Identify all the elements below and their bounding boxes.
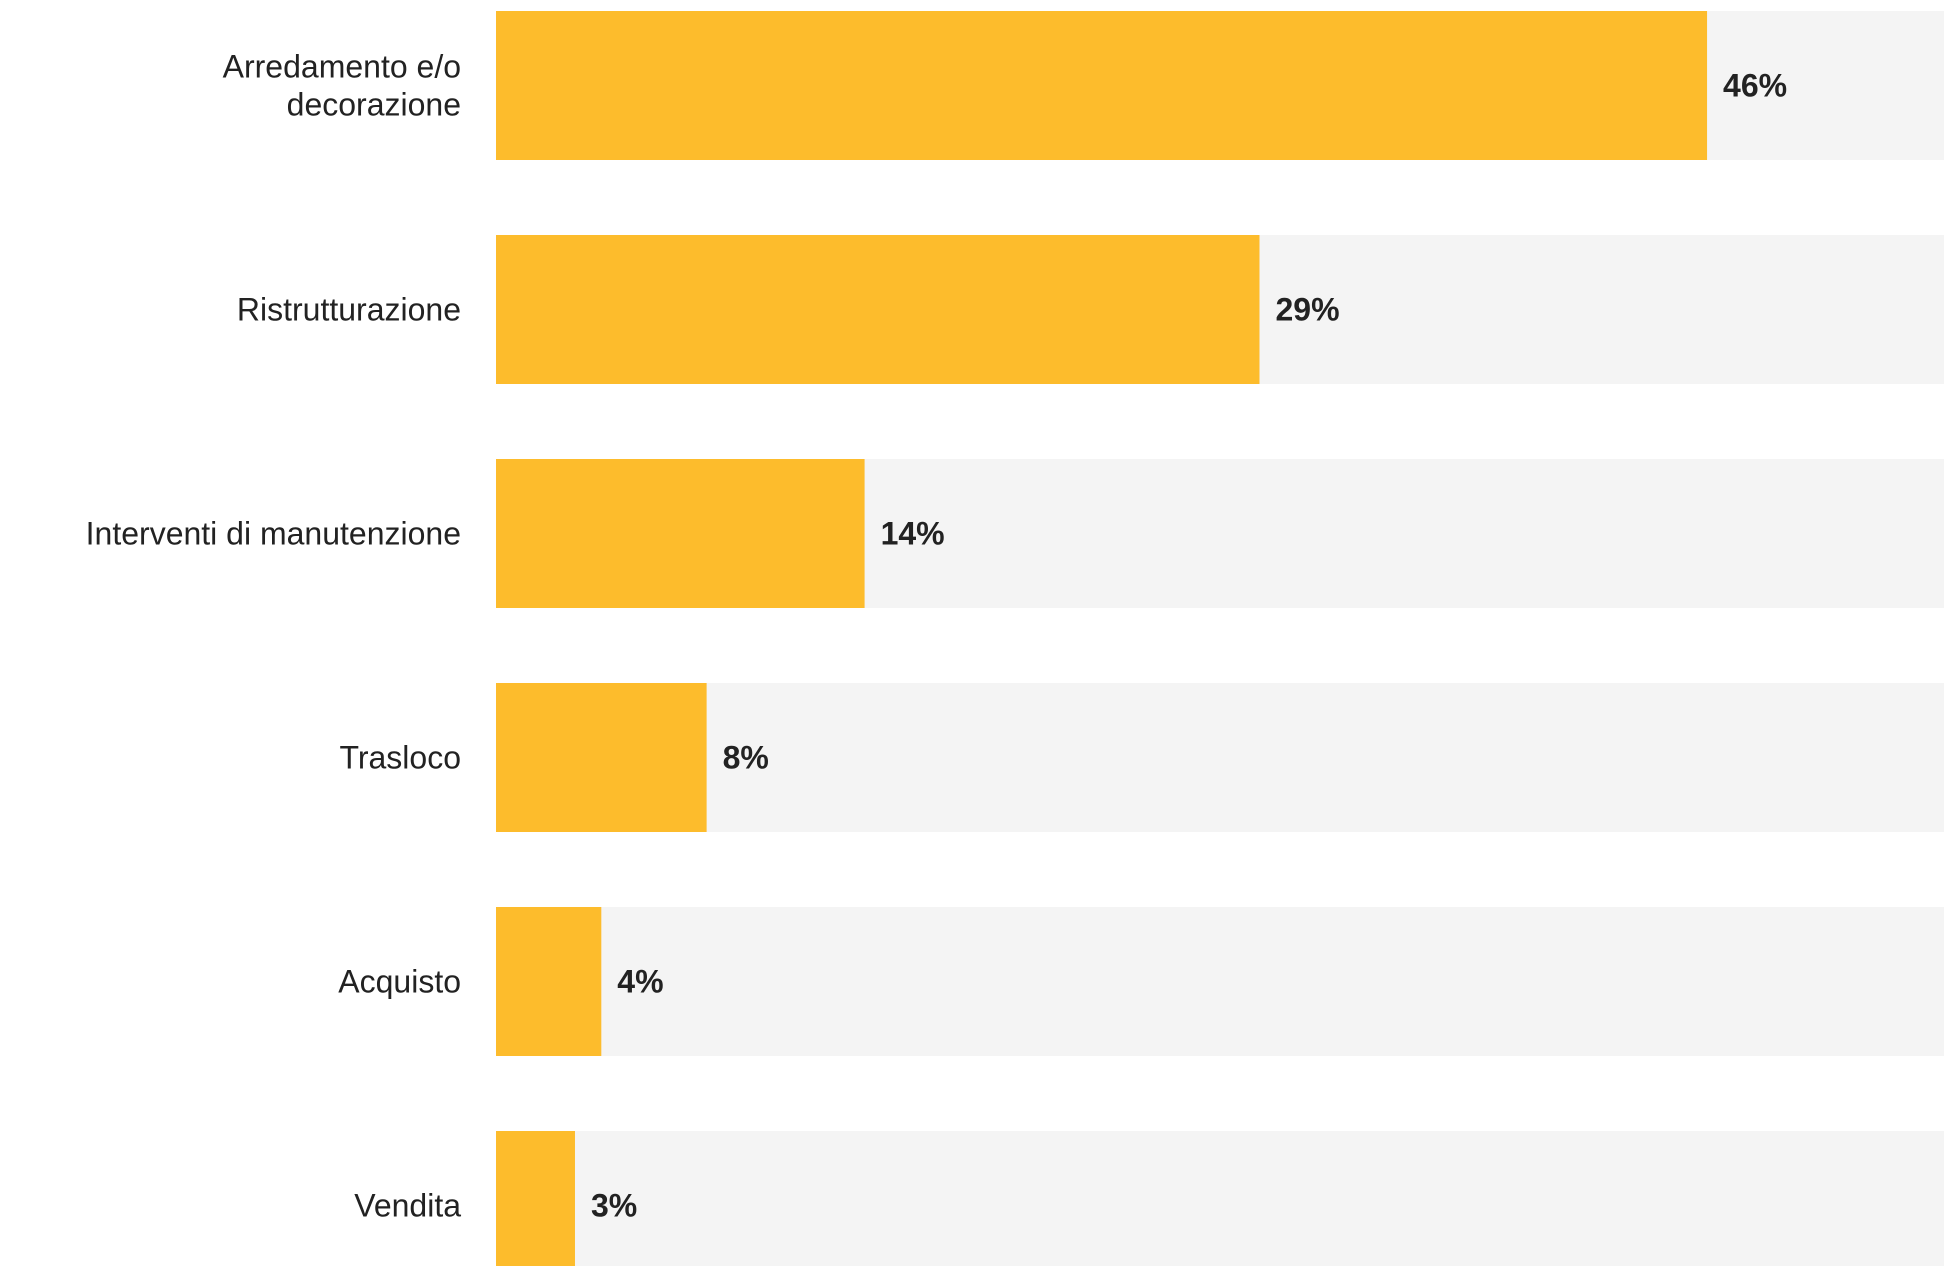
category-label: Trasloco bbox=[339, 740, 461, 776]
category-label: Interventi di manutenzione bbox=[86, 516, 461, 552]
bar bbox=[496, 235, 1260, 384]
value-label: 29% bbox=[1275, 292, 1339, 328]
value-labels: 46% 29% 14% 8% 4% 3% bbox=[591, 68, 1787, 1224]
bar-tracks bbox=[496, 11, 1944, 1266]
category-label: Ristrutturazione bbox=[237, 292, 461, 328]
value-label: 4% bbox=[617, 964, 663, 1000]
bar-track bbox=[496, 907, 1944, 1056]
value-label: 46% bbox=[1723, 68, 1787, 104]
category-labels: Arredamento e/o decorazione Ristrutturazio… bbox=[86, 49, 462, 1224]
category-label: Arredamento e/o decorazione bbox=[223, 49, 461, 123]
category-label: Vendita bbox=[354, 1188, 461, 1224]
category-label: Acquisto bbox=[338, 964, 461, 1000]
bar bbox=[496, 11, 1708, 160]
bar bbox=[496, 1131, 575, 1266]
bars bbox=[496, 11, 1708, 1266]
value-label: 8% bbox=[723, 740, 769, 776]
bar-track bbox=[496, 1131, 1944, 1266]
bar bbox=[496, 907, 602, 1056]
bar bbox=[496, 683, 707, 832]
bar-track bbox=[496, 683, 1944, 832]
value-label: 3% bbox=[591, 1188, 637, 1224]
bar bbox=[496, 459, 865, 608]
value-label: 14% bbox=[881, 516, 945, 552]
